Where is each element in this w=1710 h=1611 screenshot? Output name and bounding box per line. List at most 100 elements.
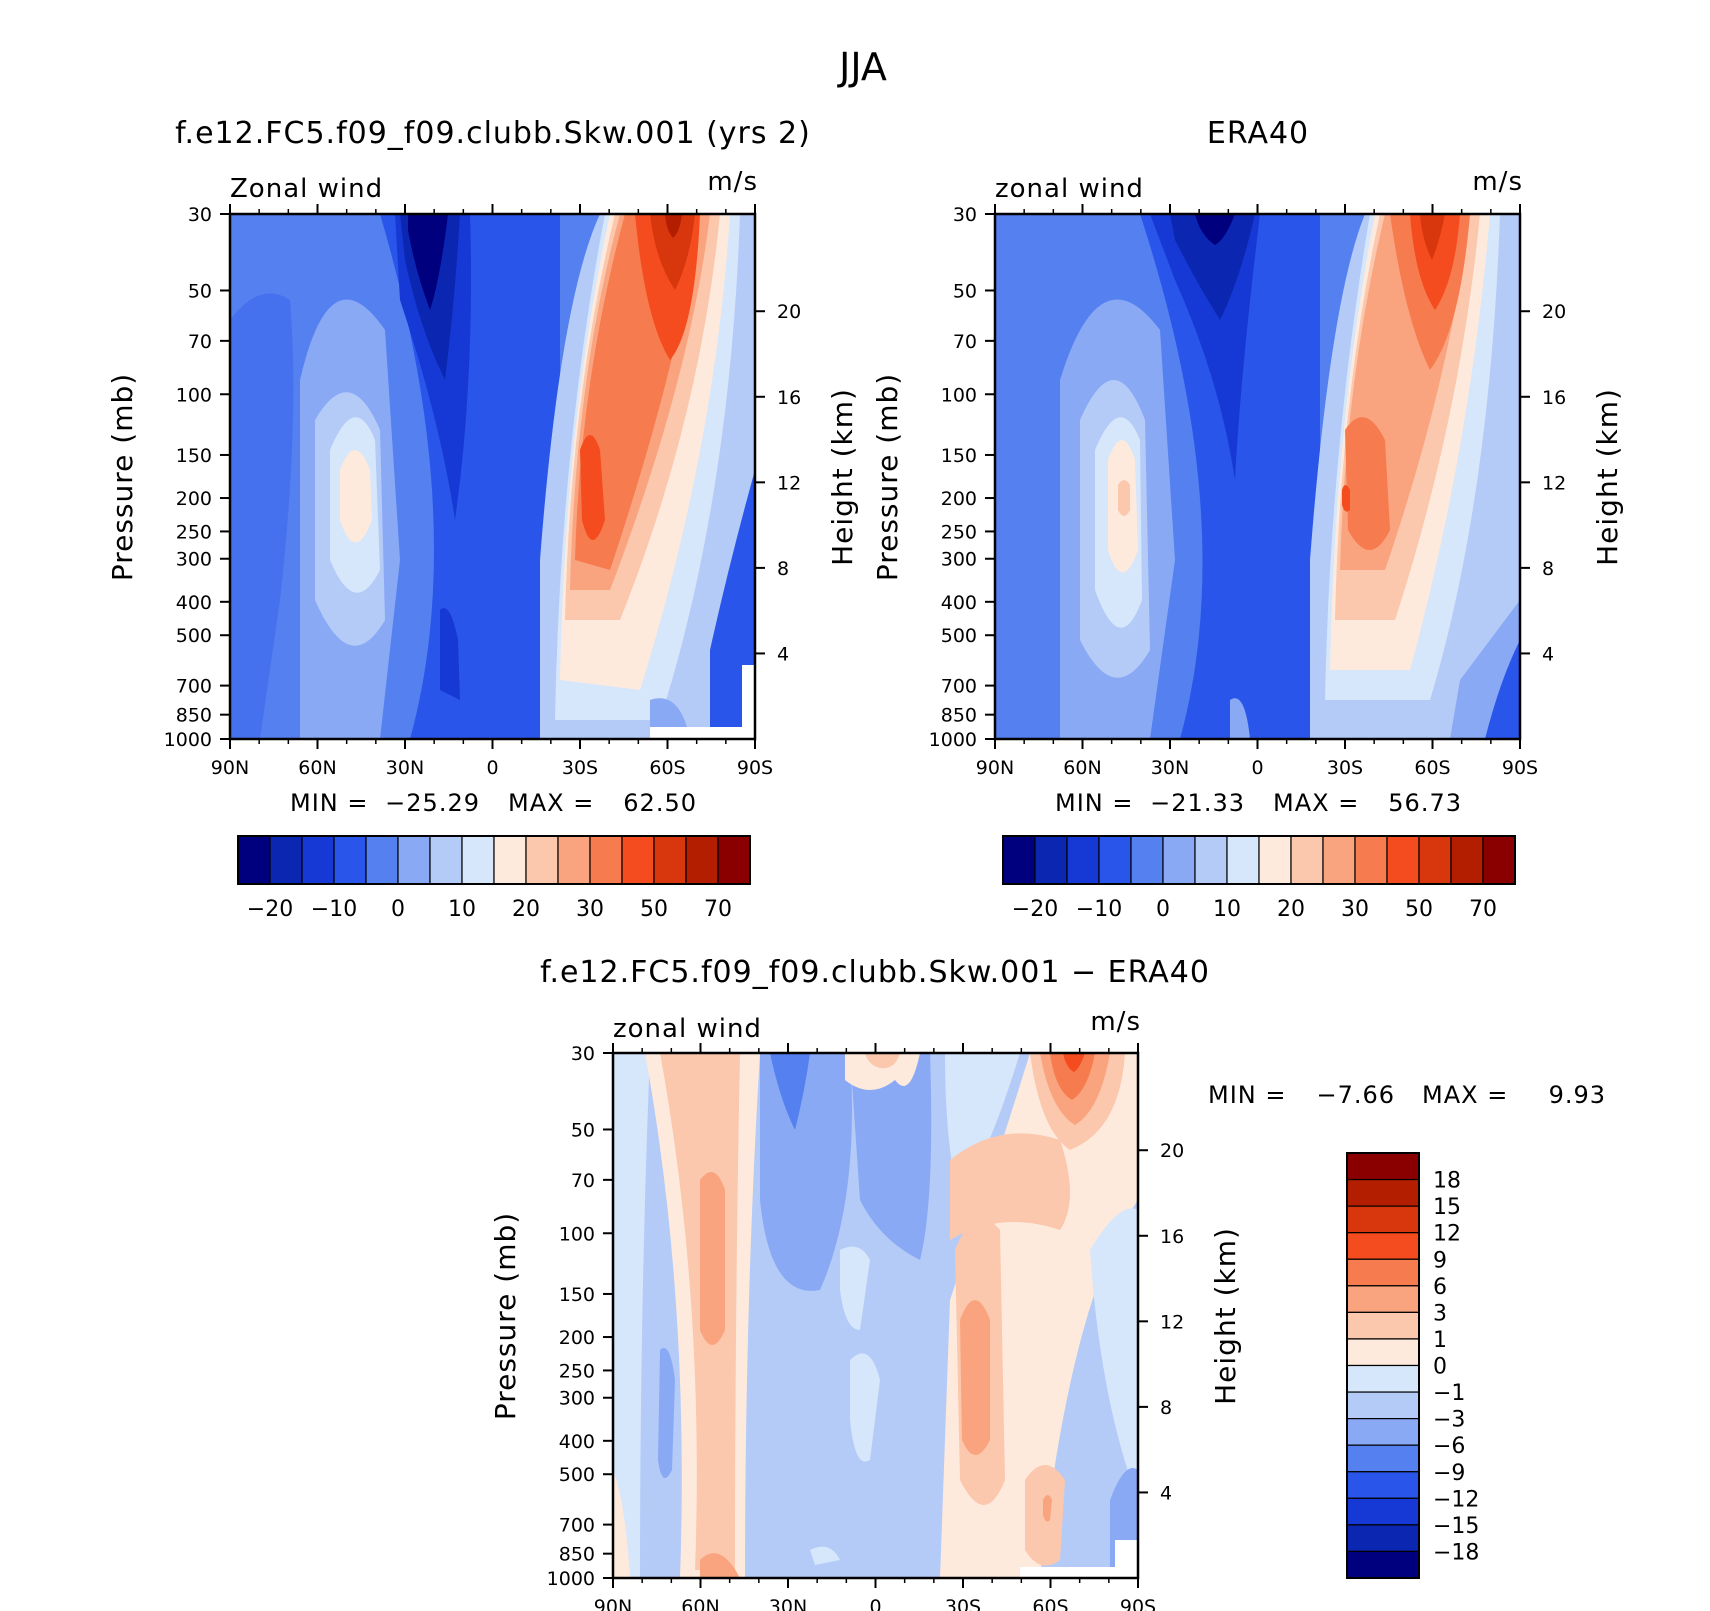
colorbar-label: −15 <box>1433 1514 1479 1539</box>
y-tick-label: 100 <box>559 1223 595 1245</box>
colorbar-label: −10 <box>311 897 357 922</box>
colorbar-box <box>1346 1524 1420 1553</box>
colorbar-box <box>461 835 495 885</box>
y-tick-label: 1000 <box>164 729 212 751</box>
y-tick-label: 700 <box>559 1515 595 1537</box>
colorbar-box <box>429 835 463 885</box>
colorbar-label: −12 <box>1433 1487 1479 1512</box>
panel-obs-ylabel: Pressure (mb) <box>871 373 904 581</box>
panel-obs-axis-ticks: 90N 60N 30N 0 30S 60S 90S 30 50 70 100 150 200 250 300… <box>929 204 1566 779</box>
panel-obs-title: ERA40 <box>1207 116 1309 151</box>
colorbar-box <box>1346 1338 1420 1367</box>
y2-tick-label: 20 <box>1160 1140 1184 1162</box>
panel-model-contours <box>230 214 755 739</box>
panel-diff-contours <box>613 1053 1138 1578</box>
panel-obs-max-label: MAX = <box>1273 789 1359 817</box>
panel-obs-contours <box>995 214 1520 739</box>
y2-tick-label: 12 <box>1542 472 1566 494</box>
y-tick-label: 30 <box>953 204 977 226</box>
colorbar-box <box>1066 835 1100 885</box>
colorbar-label: −10 <box>1076 897 1122 922</box>
y-tick-label: 850 <box>559 1544 595 1566</box>
colorbar-label: 0 <box>391 897 405 922</box>
y-tick-label: 150 <box>176 445 212 467</box>
y-tick-label: 850 <box>941 705 977 727</box>
panel-model-y2label: Height (km) <box>826 388 859 566</box>
y2-tick-label: 20 <box>777 301 801 323</box>
y2-tick-label: 8 <box>777 558 789 580</box>
y-tick-label: 500 <box>941 625 977 647</box>
panel-obs-field-label: zonal wind <box>995 174 1144 204</box>
colorbar-box <box>717 835 751 885</box>
panel-obs: ERA40 zonal wind m/s <box>871 116 1624 922</box>
colorbar-box <box>1346 1418 1420 1446</box>
colorbar-box <box>333 835 367 885</box>
colorbar-label: 10 <box>1213 897 1241 922</box>
y-tick-label: 200 <box>176 488 212 510</box>
y-tick-label: 400 <box>559 1431 595 1453</box>
colorbar-box <box>1346 1471 1420 1499</box>
y-tick-label: 100 <box>176 384 212 406</box>
colorbar-box <box>1418 835 1452 885</box>
x-tick-label: 30S <box>562 757 598 779</box>
x-tick-label: 60S <box>1032 1596 1068 1611</box>
y2-tick-label: 8 <box>1542 558 1554 580</box>
colorbar-label: −9 <box>1433 1461 1465 1486</box>
panel-diff-min-label: MIN = <box>1208 1081 1286 1109</box>
colorbar-box <box>685 835 719 885</box>
colorbar-box <box>1346 1311 1420 1340</box>
panel-model-field-label: Zonal wind <box>230 174 383 204</box>
colorbar-box <box>557 835 591 885</box>
colorbar-box <box>1346 1178 1420 1207</box>
panel-obs-min-value: −21.33 <box>1150 789 1245 817</box>
colorbar-label: −20 <box>1012 897 1058 922</box>
panel-diff: f.e12.FC5.f09_f09.clubb.Skw.001 − ERA40 … <box>489 955 1605 1611</box>
y-tick-label: 70 <box>571 1170 595 1192</box>
y-tick-label: 50 <box>571 1119 595 1141</box>
colorbar-frame <box>1002 835 1516 885</box>
colorbar-label: 30 <box>1341 897 1369 922</box>
colorbar-box <box>237 835 271 885</box>
panel-obs-min-label: MIN = <box>1055 789 1133 817</box>
colorbar-box <box>269 835 303 885</box>
panel-model-title: f.e12.FC5.f09_f09.clubb.Skw.001 (yrs 2) <box>175 116 811 151</box>
colorbar-frame <box>237 835 751 885</box>
colorbar-box <box>1346 1497 1420 1526</box>
colorbar-box <box>1162 835 1196 885</box>
panel-diff-units-label: m/s <box>1090 1007 1141 1037</box>
panel-diff-field-label: zonal wind <box>613 1014 762 1044</box>
colorbar-box <box>1130 835 1164 885</box>
y-tick-label: 30 <box>188 204 212 226</box>
y-tick-label: 300 <box>176 549 212 571</box>
y-tick-label: 500 <box>176 625 212 647</box>
colorbar-box <box>397 835 431 885</box>
colorbar-box <box>1346 1232 1420 1260</box>
y-tick-label: 150 <box>941 445 977 467</box>
x-tick-label: 60N <box>298 757 336 779</box>
colorbar-label: −20 <box>247 897 293 922</box>
panel-diff-max-label: MAX = <box>1422 1081 1508 1109</box>
y-tick-label: 200 <box>559 1327 595 1349</box>
colorbar-box <box>1098 835 1132 885</box>
colorbar-box <box>1450 835 1484 885</box>
colorbar-label: 1 <box>1433 1328 1447 1353</box>
panel-obs-units-label: m/s <box>1472 167 1523 197</box>
colorbar-label: 15 <box>1433 1195 1461 1220</box>
colorbar-box <box>1346 1285 1420 1313</box>
colorbar-label: 20 <box>512 897 540 922</box>
colorbar-box <box>1346 1364 1420 1393</box>
colorbar-box <box>1482 835 1516 885</box>
colorbar-box <box>1194 835 1228 885</box>
y-tick-label: 500 <box>559 1464 595 1486</box>
x-tick-label: 90N <box>211 757 249 779</box>
y-tick-label: 70 <box>953 331 977 353</box>
figure-title: JJA <box>837 45 887 89</box>
panel-diff-title: f.e12.FC5.f09_f09.clubb.Skw.001 − ERA40 <box>540 955 1210 990</box>
colorbar-box <box>1226 835 1260 885</box>
colorbar-label: −6 <box>1433 1434 1465 1459</box>
x-tick-label: 90N <box>976 757 1014 779</box>
colorbar-label: −1 <box>1433 1381 1465 1406</box>
y-tick-label: 700 <box>176 676 212 698</box>
